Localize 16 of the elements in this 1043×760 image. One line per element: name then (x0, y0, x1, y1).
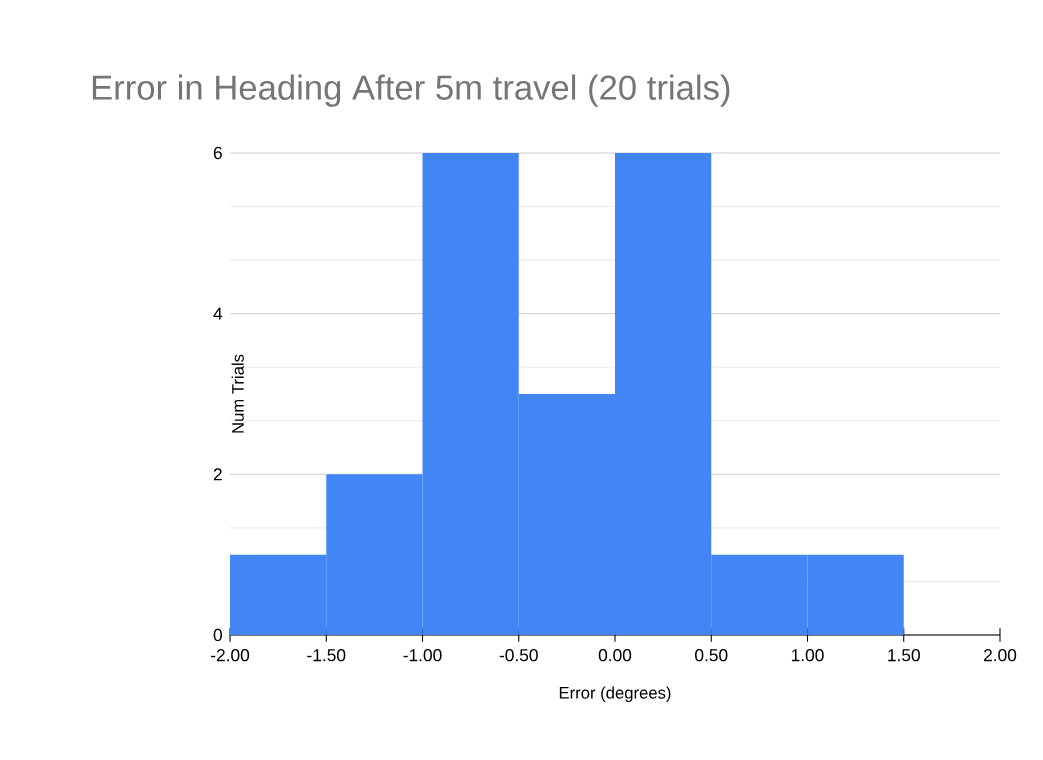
y-tick-label: 2 (213, 468, 222, 481)
x-tick-label: -1.00 (403, 649, 442, 662)
x-tick-label: 0.50 (695, 649, 728, 662)
x-tick-label: 2.00 (984, 649, 1017, 662)
x-tick-label: 1.50 (888, 649, 920, 662)
y-tick-label: 0 (213, 628, 222, 642)
x-tick-label: 1.00 (791, 649, 824, 662)
y-tick-label: 4 (213, 307, 223, 320)
chart-title: Error in Heading After 5m travel (20 trials) (92, 74, 730, 107)
x-tick-label: -2.00 (211, 649, 250, 662)
x-tick-label: -0.50 (499, 649, 538, 662)
y-tick-label: 6 (213, 146, 222, 160)
x-axis-title: Error (degrees) (559, 686, 671, 702)
y-axis-title: Num Trials (231, 354, 244, 433)
x-tick-label: 0.00 (598, 649, 632, 662)
x-tick-label: -1.50 (307, 649, 346, 662)
